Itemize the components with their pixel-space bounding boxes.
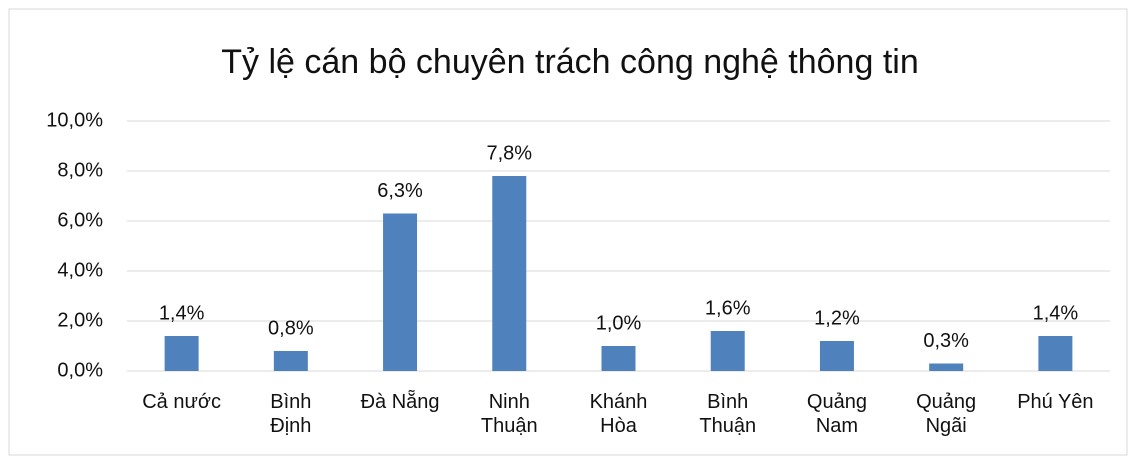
data-label: 1,4% (1033, 302, 1079, 324)
bar (492, 176, 527, 371)
y-tick-label: 2,0% (57, 309, 103, 331)
data-label: 1,4% (159, 302, 205, 324)
data-label: 1,2% (814, 307, 860, 329)
x-tick-label: Bình Định (270, 391, 312, 437)
chart-title: Tỷ lệ cán bộ chuyên trách công nghệ thôn… (221, 43, 918, 81)
bar (710, 331, 745, 371)
y-tick-label: 4,0% (57, 259, 103, 281)
bar (601, 346, 636, 371)
chart-border (8, 8, 1128, 456)
x-tick-label: Quảng Ngãi (916, 391, 977, 437)
y-tick-label: 0,0% (57, 359, 103, 381)
x-tick-label: Ninh Thuận (480, 391, 538, 437)
data-label: 7,8% (486, 142, 532, 164)
data-label: 0,3% (923, 330, 969, 352)
data-label: 1,0% (596, 312, 642, 334)
data-label: 0,8% (268, 317, 314, 339)
bar (164, 336, 199, 371)
x-tick-label: Đà Nẵng (360, 391, 440, 413)
x-tick-label: Quảng Nam (806, 391, 867, 437)
data-label: 1,6% (705, 297, 751, 319)
y-tick-label: 10,0% (46, 109, 103, 131)
y-tick-label: 8,0% (57, 159, 103, 181)
x-tick-label: Bình Thuận (699, 391, 757, 437)
bar (929, 363, 964, 371)
x-tick-label: Cả nước (142, 391, 221, 413)
y-tick-label: 6,0% (57, 209, 103, 231)
bar (1038, 336, 1073, 371)
x-tick-label: Phú Yên (1017, 391, 1094, 413)
x-tick-label: Khánh Hòa (589, 391, 648, 437)
bar (383, 213, 418, 371)
bar (819, 341, 854, 371)
data-label: 6,3% (377, 180, 423, 202)
bar (273, 351, 308, 371)
